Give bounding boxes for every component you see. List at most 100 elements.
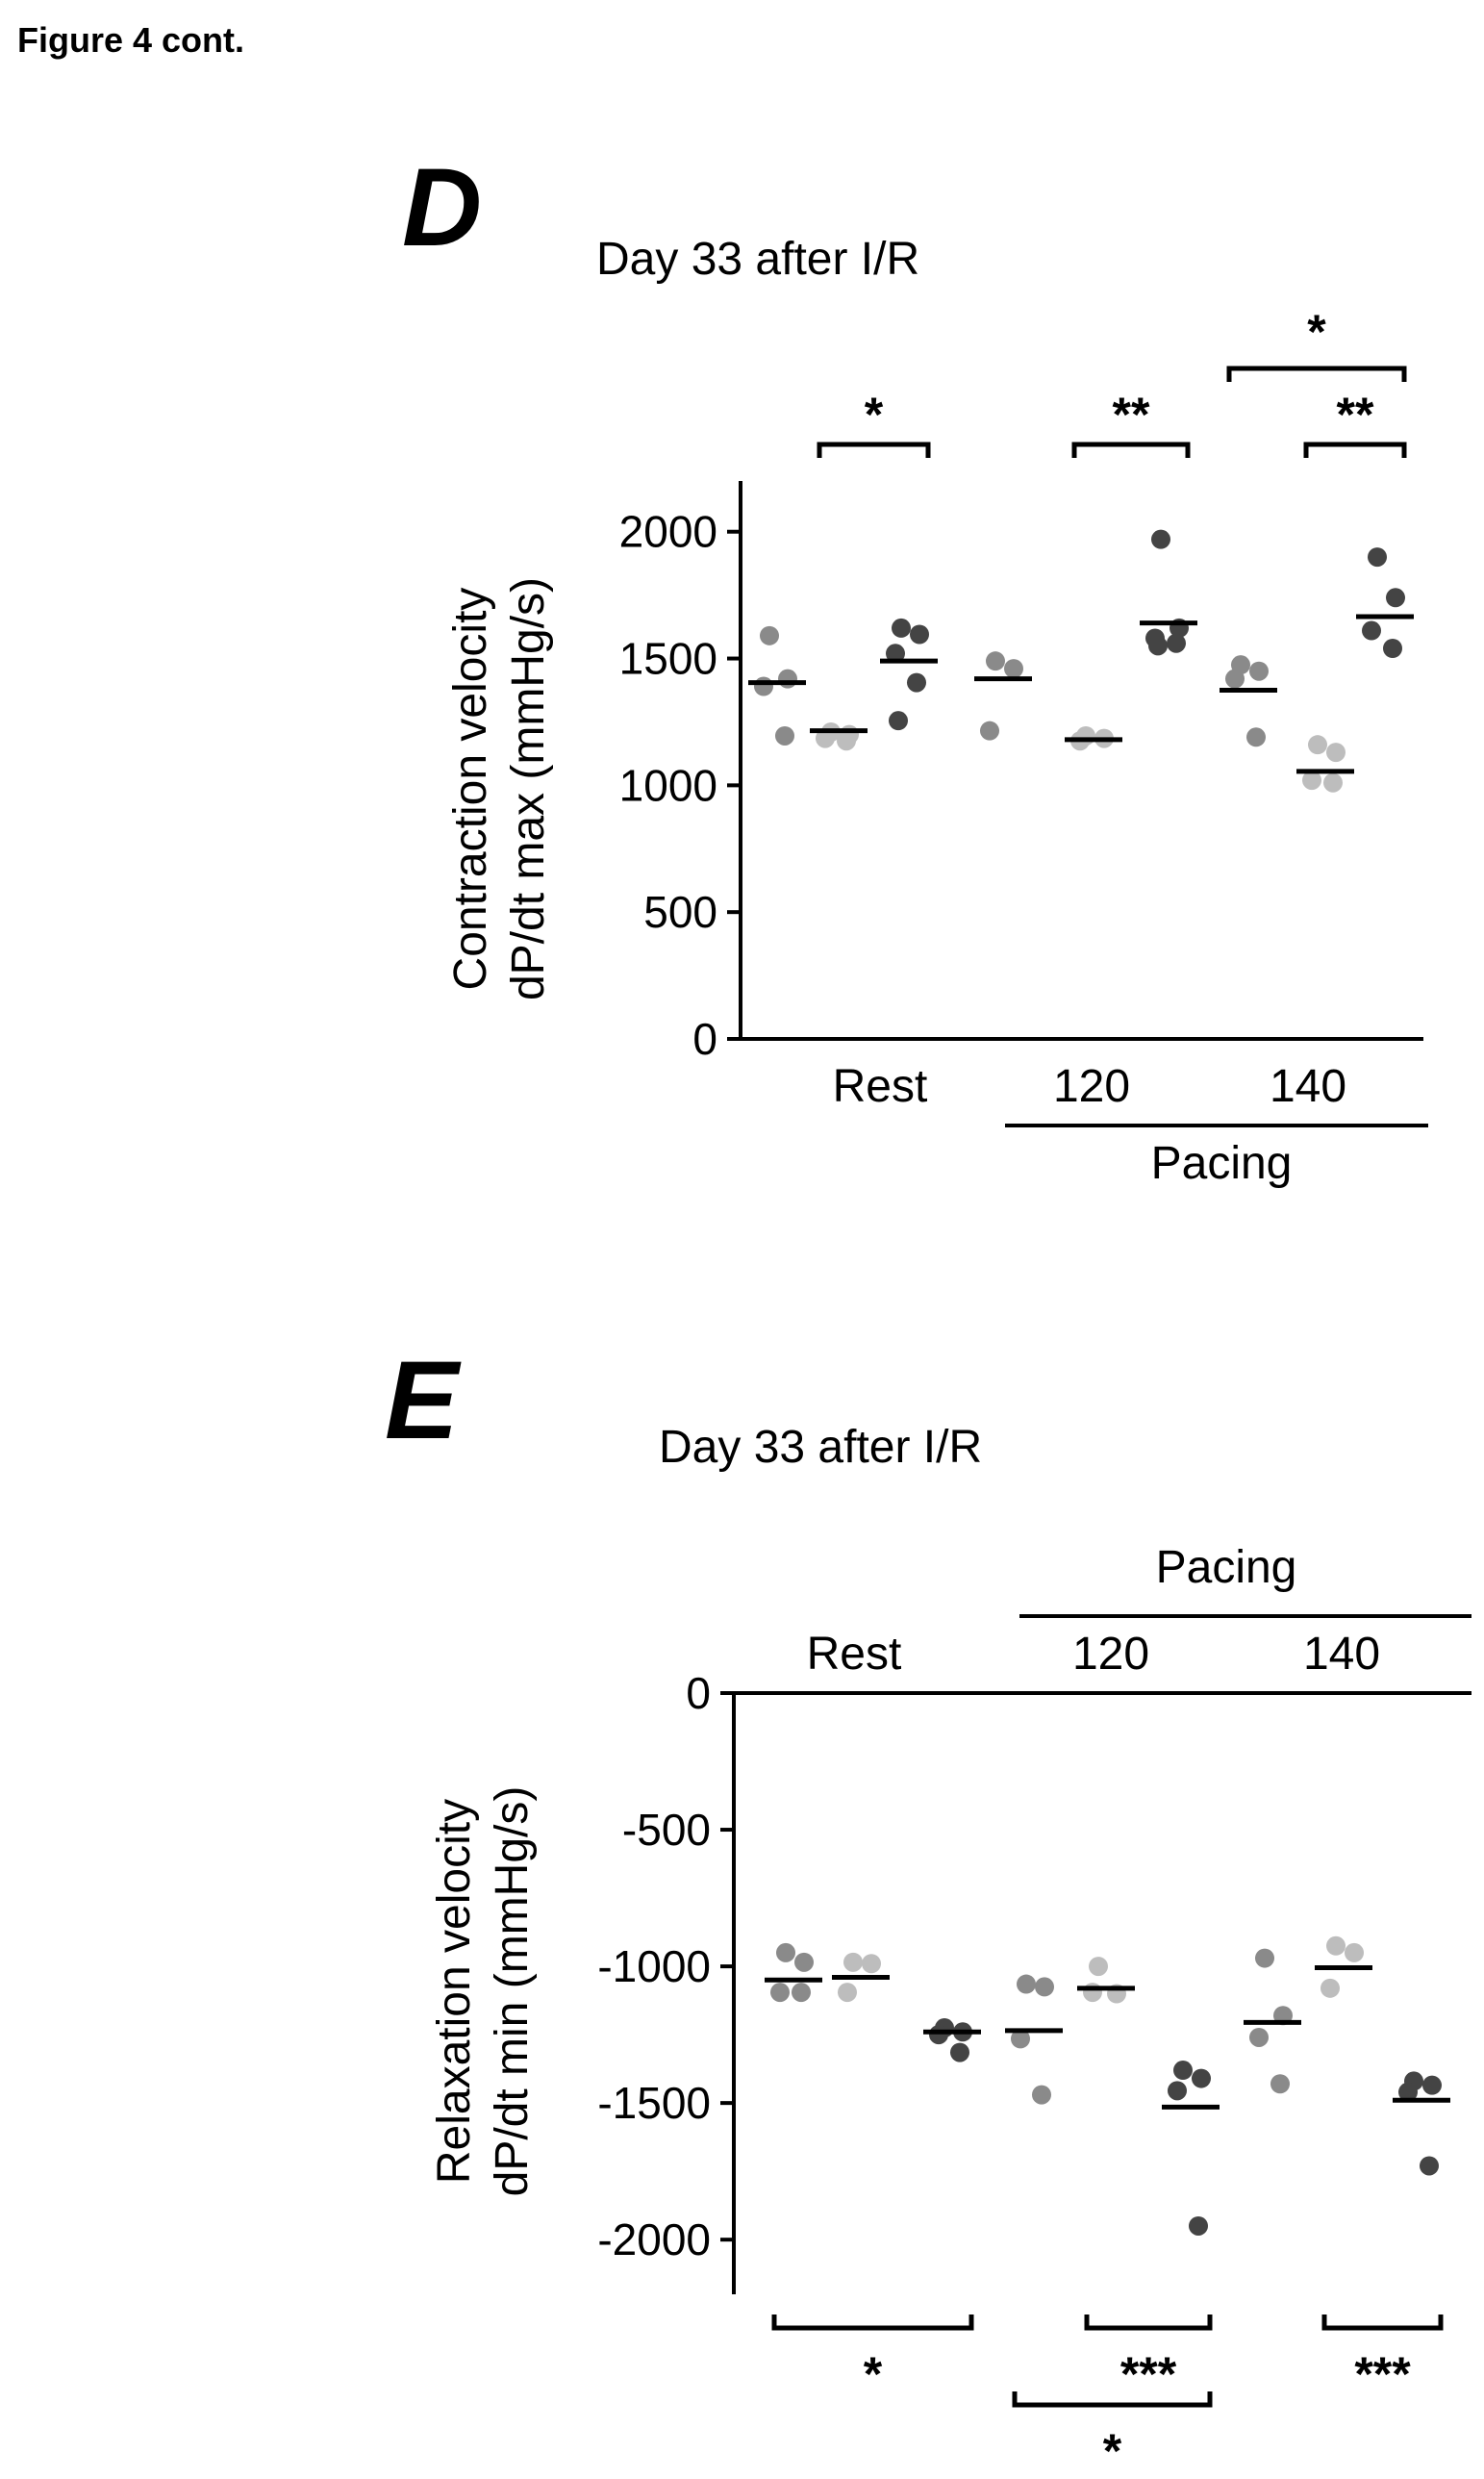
data-point xyxy=(1326,743,1346,763)
chart-title: Day 33 after I/R xyxy=(659,1422,982,1473)
significance-bracket xyxy=(1321,2315,1444,2331)
data-point xyxy=(1386,588,1405,608)
category-label: 140 xyxy=(1270,1061,1346,1112)
y-tick-label: -1500 xyxy=(597,2078,711,2128)
data-point xyxy=(1032,2085,1051,2105)
significance-label: * xyxy=(1103,2424,1122,2478)
y-tick-label: -500 xyxy=(622,1805,711,1855)
data-point xyxy=(1255,1948,1274,1968)
data-point xyxy=(1420,2156,1439,2176)
chart-title: Day 33 after I/R xyxy=(596,234,919,285)
data-point xyxy=(889,711,908,731)
data-point xyxy=(862,1954,881,1974)
data-point xyxy=(776,1942,795,1962)
data-point xyxy=(1345,1942,1364,1962)
data-point xyxy=(1368,547,1387,568)
significance-bracket xyxy=(1071,442,1191,458)
y-tick-label: 1500 xyxy=(619,634,717,684)
data-point xyxy=(778,669,797,689)
significance-label: * xyxy=(865,388,884,442)
significance-bracket xyxy=(817,442,931,458)
panel-label: D xyxy=(402,146,482,269)
category-label: 120 xyxy=(1072,1629,1149,1680)
data-point xyxy=(886,644,905,664)
data-point xyxy=(1173,2061,1193,2081)
data-point xyxy=(1308,735,1327,755)
data-point xyxy=(760,625,779,645)
data-point xyxy=(1246,727,1266,747)
data-point xyxy=(1323,772,1343,793)
y-axis-label: Relaxation velocity xyxy=(429,1799,480,2184)
data-point xyxy=(1148,636,1168,656)
y-tick-label: -2000 xyxy=(597,2214,711,2264)
panel-d: D Day 33 after I/R Contraction velocity dP/… xyxy=(402,146,1428,1189)
data-point xyxy=(1302,771,1321,791)
data-point xyxy=(1167,633,1186,653)
data-point xyxy=(907,672,926,693)
significance-label: *** xyxy=(1354,2347,1411,2401)
significance-label: ** xyxy=(1337,388,1374,442)
data-point xyxy=(1017,1974,1036,1994)
data-point xyxy=(816,728,835,748)
y-axis-label: Contraction velocity xyxy=(445,588,496,991)
category-label: Rest xyxy=(807,1629,902,1680)
data-point xyxy=(1168,2081,1187,2101)
y-tick-label: 0 xyxy=(686,1668,711,1718)
data-point xyxy=(950,2042,969,2062)
category-label: 140 xyxy=(1303,1629,1380,1680)
significance-bracket xyxy=(1226,366,1407,382)
data-point xyxy=(1192,2068,1211,2088)
figure-label: Figure 4 cont. xyxy=(17,20,244,60)
data-point xyxy=(980,721,999,741)
significance-bracket xyxy=(1012,2391,1213,2408)
data-point xyxy=(792,1983,811,2003)
data-point xyxy=(986,651,1005,671)
data-point xyxy=(1035,1977,1054,1997)
data-point xyxy=(1089,1957,1108,1977)
data-point xyxy=(843,1952,863,1972)
category-label: 120 xyxy=(1053,1061,1130,1112)
data-point xyxy=(1362,620,1381,641)
significance-bracket xyxy=(1303,442,1407,458)
data-point xyxy=(1398,2082,1418,2102)
data-point xyxy=(770,1983,790,2003)
y-axis-label-units: dP/dt max (mmHg/s) xyxy=(503,577,554,1000)
data-point xyxy=(1383,639,1402,658)
data-point xyxy=(910,624,929,645)
significance-label: *** xyxy=(1120,2347,1177,2401)
data-point xyxy=(754,676,773,696)
data-point xyxy=(1225,669,1245,689)
data-point xyxy=(1249,661,1269,681)
y-axis-label-units: dP/dt min (mmHg/s) xyxy=(487,1786,538,2197)
y-tick-label: 0 xyxy=(692,1014,717,1064)
data-point xyxy=(837,731,856,751)
data-point xyxy=(929,2025,948,2045)
data-point xyxy=(838,1983,857,2003)
category-label: Rest xyxy=(833,1061,928,1112)
data-point xyxy=(1321,1978,1340,1998)
data-point xyxy=(1004,659,1023,679)
pacing-group-label: Pacing xyxy=(1156,1542,1297,1593)
significance-label: * xyxy=(1307,305,1326,359)
data-point xyxy=(1151,529,1170,549)
data-point xyxy=(1326,1935,1346,1956)
data-point xyxy=(1270,2074,1290,2094)
y-tick-label: -1000 xyxy=(597,1941,711,1991)
panel-label: E xyxy=(385,1339,462,1462)
data-point xyxy=(1189,2215,1208,2236)
y-tick-label: 1000 xyxy=(619,760,717,810)
data-point xyxy=(1422,2075,1442,2095)
data-point xyxy=(1083,1983,1102,2003)
significance-bracket xyxy=(771,2315,974,2331)
significance-label: ** xyxy=(1113,388,1150,442)
data-point xyxy=(892,618,911,638)
y-tick-label: 500 xyxy=(643,887,717,937)
significance-bracket xyxy=(1084,2315,1213,2331)
data-point xyxy=(1011,2029,1030,2049)
significance-label: * xyxy=(864,2347,883,2401)
panel-e: E Day 33 after I/R Relaxation velocity dP/d… xyxy=(385,1339,1471,2478)
data-point xyxy=(794,1952,814,1972)
pacing-group-label: Pacing xyxy=(1151,1138,1293,1189)
data-point xyxy=(775,725,794,746)
